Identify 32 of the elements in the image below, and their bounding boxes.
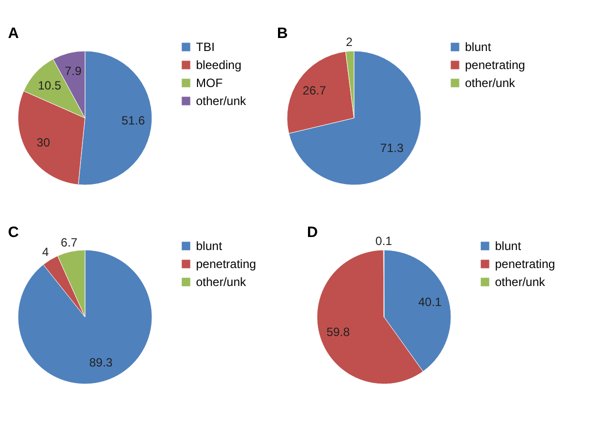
data-label: 26.7	[302, 84, 326, 98]
data-label: 51.6	[122, 113, 146, 128]
legend-label: other/unk	[196, 275, 248, 289]
legend-label: blunt	[196, 239, 223, 253]
legend-label: other/unk	[465, 76, 516, 90]
data-label: 89.3	[89, 356, 113, 370]
data-label: 30	[36, 135, 50, 150]
legend-label: other/unk	[196, 94, 248, 108]
legend-label: TBI	[196, 40, 215, 54]
data-label: 7.9	[64, 64, 82, 78]
data-label: 40.1	[418, 295, 442, 310]
chart-title: D	[307, 224, 318, 241]
legend-label: penetrating	[196, 257, 256, 271]
data-label: 71.3	[380, 140, 404, 155]
data-label: 2	[346, 35, 353, 50]
data-label: 4	[42, 245, 50, 260]
chart-title: B	[277, 25, 288, 42]
data-label: 6.7	[60, 236, 78, 250]
legend-label: penetrating	[465, 58, 526, 72]
legend-label: blunt	[495, 239, 522, 253]
legend-label: other/unk	[495, 275, 546, 289]
data-label: 59.8	[326, 324, 350, 339]
legend-label: penetrating	[495, 257, 556, 271]
legend-label: blunt	[465, 40, 492, 54]
legend-label: bleeding	[196, 58, 242, 72]
data-label: 0.1	[375, 234, 392, 248]
pie-slice	[18, 250, 152, 384]
chart-title: A	[8, 25, 19, 42]
chart-title: C	[8, 224, 19, 241]
pie-slice	[288, 50, 422, 186]
legend-label: MOF	[196, 76, 223, 90]
data-label: 10.5	[38, 78, 62, 92]
